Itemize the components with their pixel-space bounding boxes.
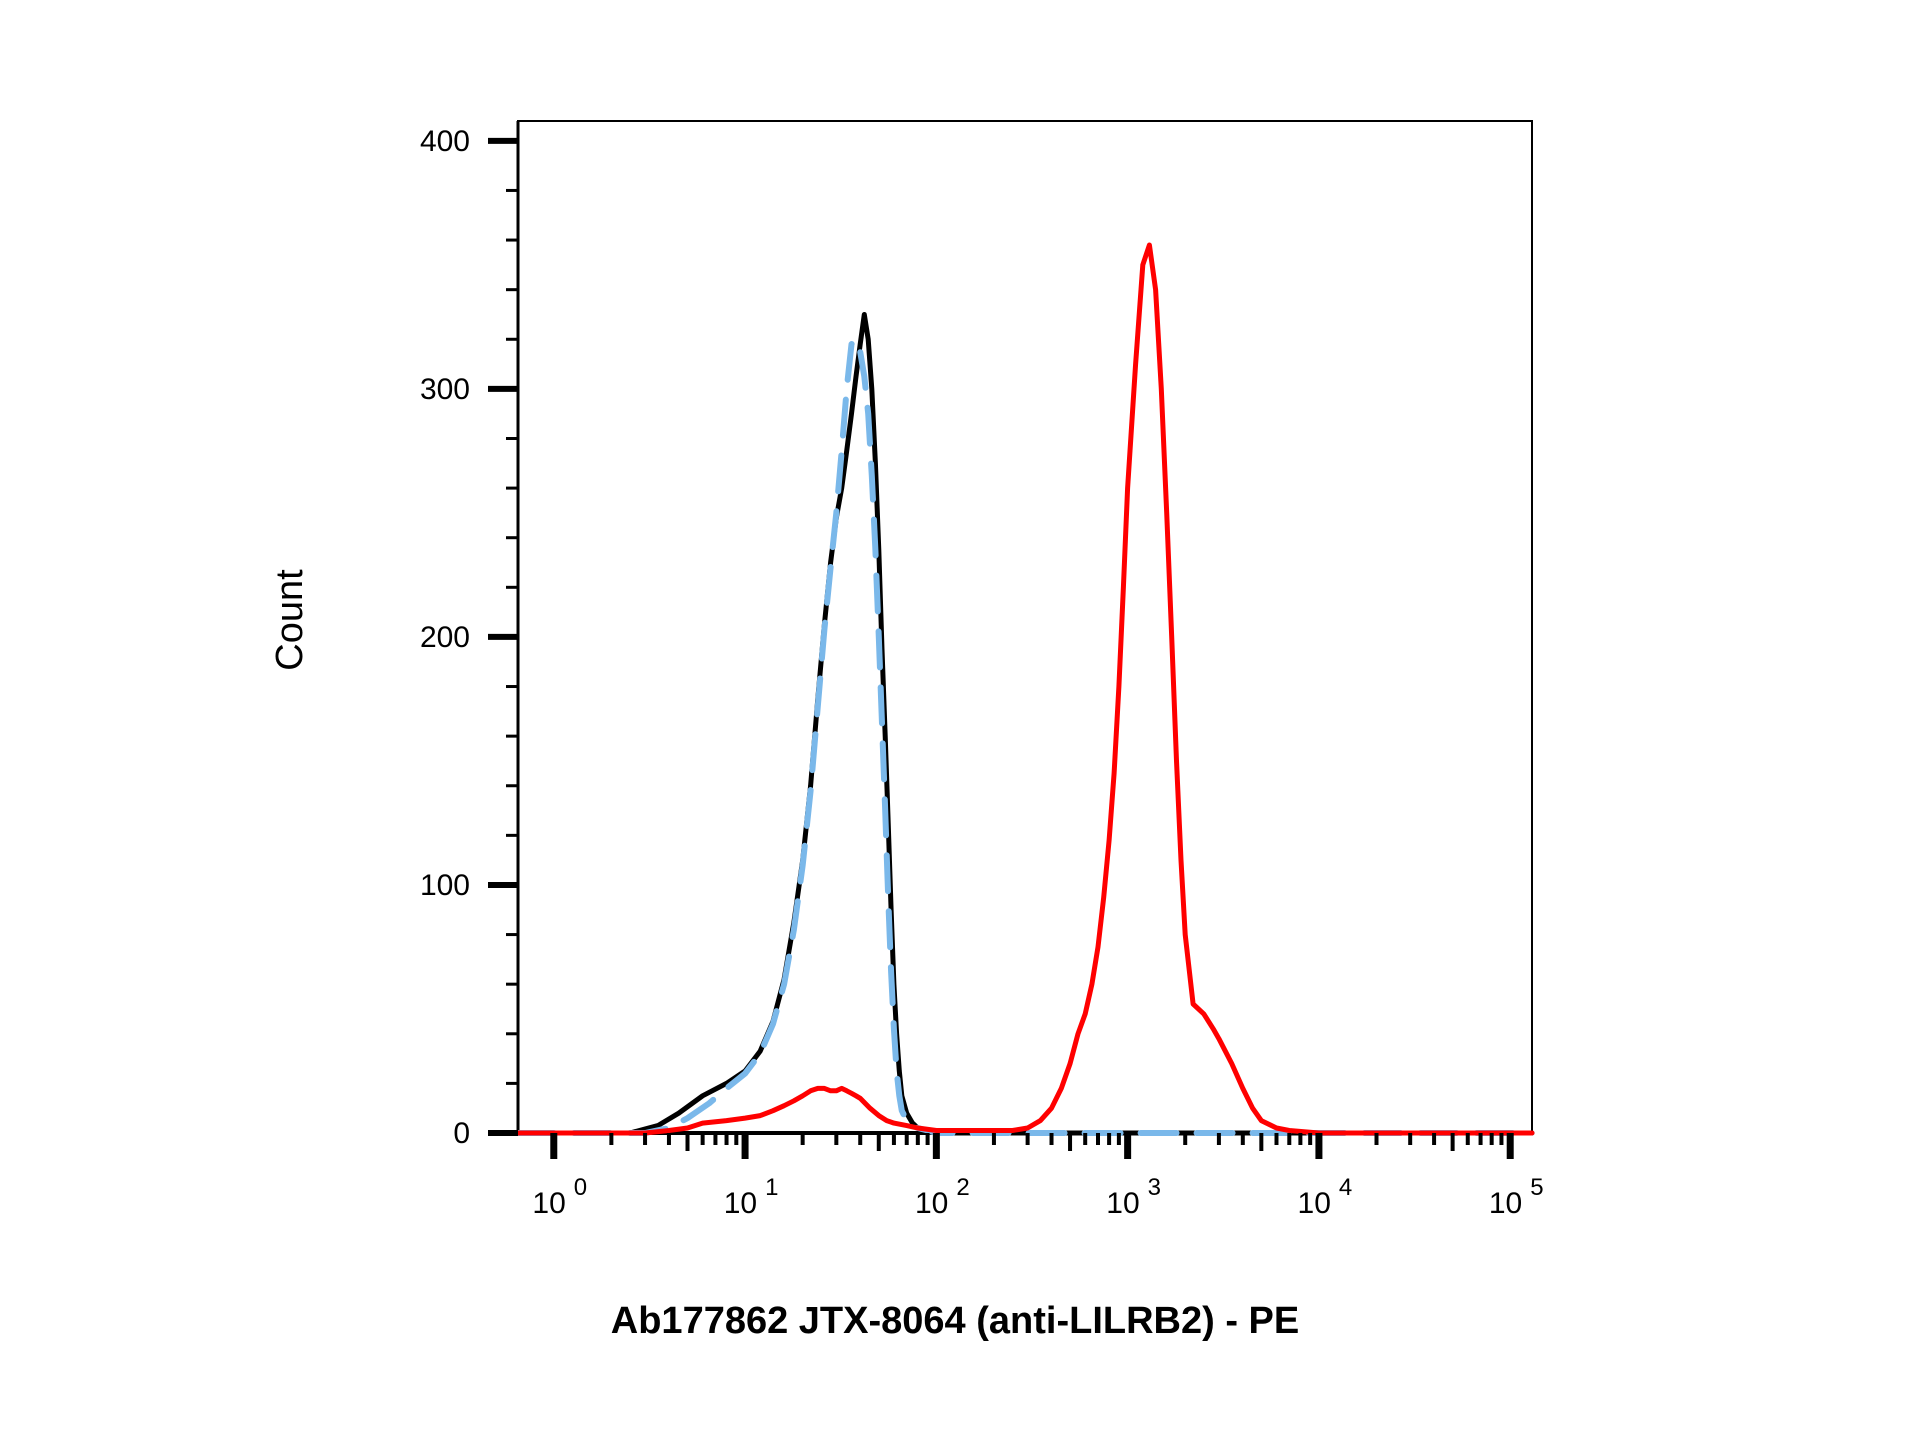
x-tick-label: 10 4	[1298, 1174, 1353, 1220]
series-line-2	[518, 339, 1532, 1133]
x-axis-label: Ab177862 JTX-8064 (anti-LILRB2) - PE	[611, 1300, 1299, 1342]
y-tick-label: 200	[420, 621, 470, 654]
y-tick-label: 300	[420, 373, 470, 406]
series-line-3	[518, 245, 1532, 1133]
y-tick-label: 400	[420, 125, 470, 158]
x-tick-label: 10 0	[532, 1174, 587, 1220]
x-tick-label: 10 2	[915, 1174, 970, 1220]
y-tick-label: 0	[453, 1117, 470, 1150]
series-layer	[518, 245, 1532, 1133]
axes-layer	[518, 121, 1532, 1133]
y-tick-label: 100	[420, 869, 470, 902]
plot-frame	[518, 121, 1532, 1133]
x-tick-label: 10 3	[1106, 1174, 1161, 1220]
x-tick-label: 10 1	[724, 1174, 779, 1220]
y-axis-label: Count	[269, 569, 311, 671]
ticks-layer: 0 100 200 300 400 10 0 10 1 10 2 10 3 10 4 10 5	[420, 125, 1544, 1220]
x-tick-label: 10 5	[1489, 1174, 1544, 1220]
series-line-1	[518, 315, 1532, 1134]
